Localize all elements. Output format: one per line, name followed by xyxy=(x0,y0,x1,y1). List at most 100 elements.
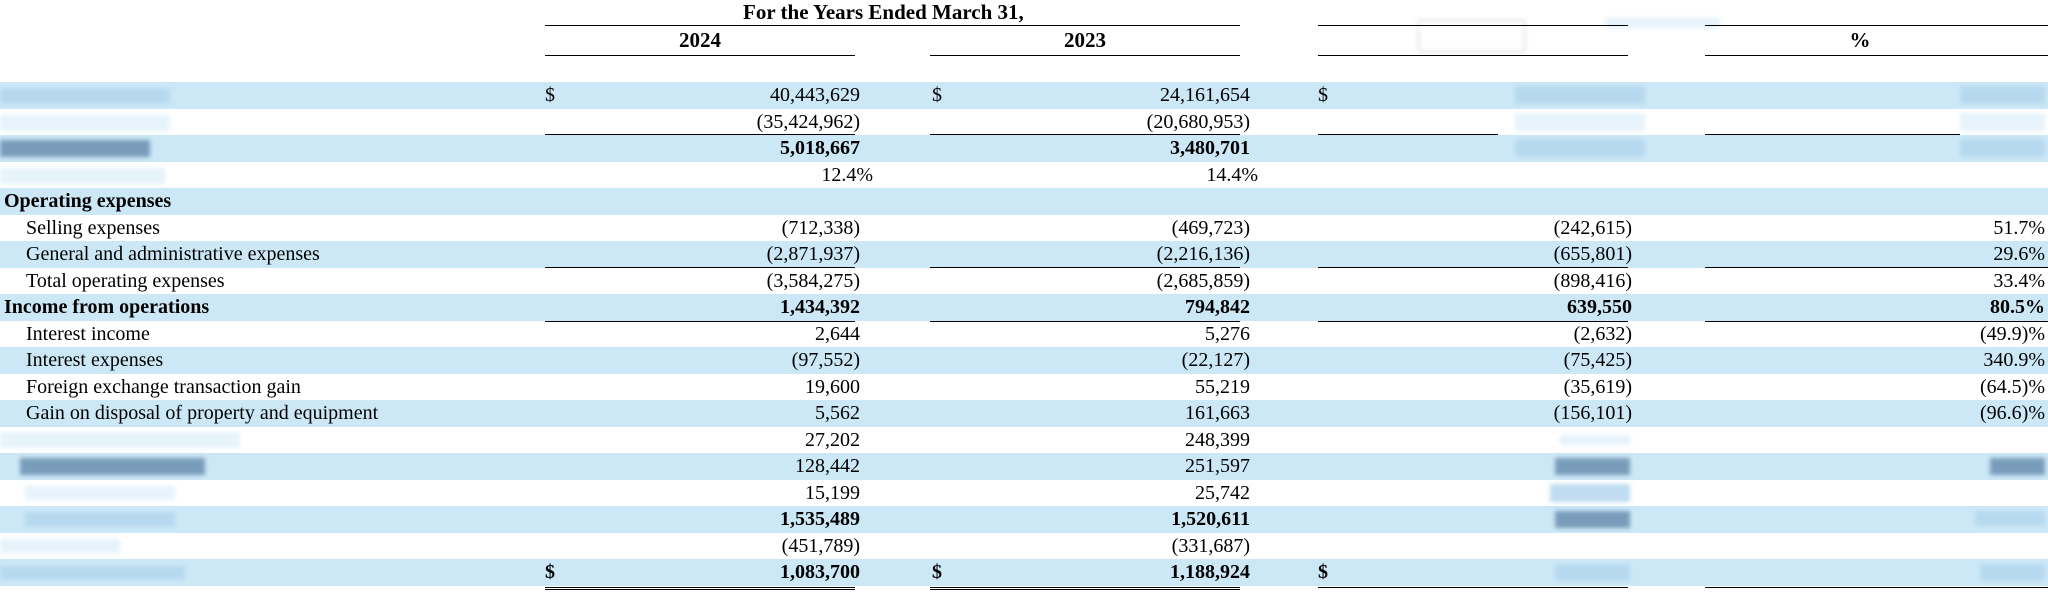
table-row: 12.4% 14.4% xyxy=(0,162,2048,189)
dollar-sign: $ xyxy=(545,561,555,583)
redacted-percent xyxy=(1960,86,2045,104)
value-2023: (331,687) xyxy=(1171,534,1250,557)
value-2024: 2,644 xyxy=(815,322,860,345)
value-2024: 128,442 xyxy=(795,455,860,477)
redacted-percent xyxy=(1980,564,2045,581)
change-percent: 340.9% xyxy=(1983,349,2045,371)
redacted-percent xyxy=(1960,139,2045,157)
change-value: (156,101) xyxy=(1553,402,1632,424)
change-value: (75,425) xyxy=(1563,349,1632,371)
change-value: (242,615) xyxy=(1553,216,1632,239)
table-row: $ 1,083,700 $ 1,188,924 $ xyxy=(0,559,2048,586)
value-2024: 5,562 xyxy=(815,402,860,424)
value-2024: (97,552) xyxy=(791,349,860,371)
redacted-label xyxy=(0,538,120,553)
change-header-top-rule xyxy=(1318,25,1628,26)
change-value: 639,550 xyxy=(1567,296,1632,318)
dollar-sign: $ xyxy=(1318,84,1328,106)
change-percent: (96.6)% xyxy=(1980,402,2045,424)
change-header-rule xyxy=(1318,55,1628,56)
redacted-change xyxy=(1515,86,1645,104)
year-2023-header: 2023 xyxy=(1064,28,1106,52)
row-label: Income from operations xyxy=(4,296,210,318)
table-row: Selling expenses (712,338) (469,723) (24… xyxy=(0,215,2048,242)
dollar-sign: $ xyxy=(545,84,555,106)
period-header-rule xyxy=(545,25,1240,26)
dollar-sign: $ xyxy=(932,84,942,106)
value-2023: 24,161,654 xyxy=(1160,84,1250,106)
value-2023: 25,742 xyxy=(1195,481,1250,504)
table-row: General and administrative expenses (2,8… xyxy=(0,241,2048,268)
value-2023: 794,842 xyxy=(1185,296,1250,318)
period-header: For the Years Ended March 31, xyxy=(743,0,1024,24)
row-label: Interest income xyxy=(26,322,150,345)
table-row: Income from operations 1,434,392 794,842… xyxy=(0,294,2048,321)
redacted-label xyxy=(20,458,205,475)
redacted-label xyxy=(0,140,150,157)
redacted-change xyxy=(1555,511,1630,528)
row-label: Total operating expenses xyxy=(26,269,225,292)
value-2024: 1,434,392 xyxy=(780,296,860,318)
margin-2024: 12.4% xyxy=(821,163,873,186)
redacted-change xyxy=(1515,112,1645,131)
redacted-label xyxy=(0,114,170,131)
value-2023: 5,276 xyxy=(1205,322,1250,345)
value-2024: (2,871,937) xyxy=(766,243,860,265)
percent-header-rule xyxy=(1705,55,2048,56)
value-2023: (22,127) xyxy=(1181,349,1250,371)
table-row: $ 40,443,629 $ 24,161,654 $ xyxy=(0,82,2048,109)
year-2024-header: 2024 xyxy=(679,28,721,52)
row-label: Foreign exchange transaction gain xyxy=(26,375,301,398)
redacted-percent xyxy=(1975,511,2045,526)
change-value: (2,632) xyxy=(1573,322,1632,345)
redacted-label xyxy=(0,566,185,580)
value-2024: (451,789) xyxy=(781,534,860,557)
value-2023: 1,188,924 xyxy=(1170,561,1250,583)
table-row: 5,018,667 3,480,701 xyxy=(0,135,2048,162)
table-row: Total operating expenses (3,584,275) (2,… xyxy=(0,268,2048,295)
year-2024-header-rule xyxy=(545,55,855,56)
percent-header-top-rule xyxy=(1705,25,2048,26)
value-2023: (469,723) xyxy=(1171,216,1250,239)
redacted-change-header-2 xyxy=(1605,18,1720,28)
value-2023: 161,663 xyxy=(1185,402,1250,424)
value-2024: 19,600 xyxy=(805,375,860,398)
value-2024: 1,083,700 xyxy=(780,561,860,583)
redacted-label xyxy=(25,512,175,527)
redacted-label xyxy=(0,88,170,104)
year-2023-header-rule xyxy=(930,55,1240,56)
table-row: 27,202 248,399 xyxy=(0,427,2048,454)
redacted-change xyxy=(1550,483,1630,502)
redacted-percent xyxy=(1960,112,2045,131)
value-2024: 40,443,629 xyxy=(770,84,860,106)
redacted-label xyxy=(25,485,175,500)
value-2024: 15,199 xyxy=(805,481,860,504)
change-value: (35,619) xyxy=(1563,375,1632,398)
change-percent: 80.5% xyxy=(1990,296,2045,318)
value-2024: 1,535,489 xyxy=(780,508,860,530)
redacted-change xyxy=(1555,458,1630,475)
row-label: Operating expenses xyxy=(4,190,172,212)
value-2023: 251,597 xyxy=(1185,455,1250,477)
percent-header: % xyxy=(1849,28,1871,52)
row-label: General and administrative expenses xyxy=(26,243,320,265)
change-value: (655,801) xyxy=(1553,243,1632,265)
row-label: Gain on disposal of property and equipme… xyxy=(26,402,379,424)
change-percent: (64.5)% xyxy=(1980,375,2045,398)
row-label: Interest expenses xyxy=(26,349,164,371)
value-2023: (2,685,859) xyxy=(1156,269,1250,292)
row-label: Selling expenses xyxy=(26,216,160,239)
redacted-label xyxy=(0,167,165,184)
change-value: (898,416) xyxy=(1553,269,1632,292)
table-row: 128,442 251,597 xyxy=(0,453,2048,480)
table-row: Interest income 2,644 5,276 (2,632) (49.… xyxy=(0,321,2048,348)
redacted-change xyxy=(1560,434,1630,445)
table-row: Operating expenses xyxy=(0,188,2048,215)
table-row: Interest expenses (97,552) (22,127) (75,… xyxy=(0,347,2048,374)
redacted-change xyxy=(1555,564,1630,581)
value-2024: 27,202 xyxy=(805,428,860,451)
dollar-sign: $ xyxy=(1318,561,1328,583)
value-2024: (35,424,962) xyxy=(756,110,860,133)
table-row: (451,789) (331,687) xyxy=(0,533,2048,560)
margin-2023: 14.4% xyxy=(1206,163,1258,186)
